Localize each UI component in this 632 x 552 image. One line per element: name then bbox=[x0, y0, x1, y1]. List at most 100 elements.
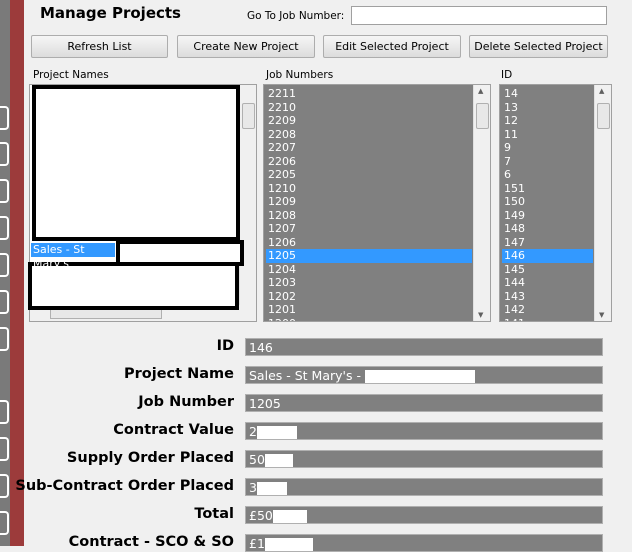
list-item[interactable]: 1207 bbox=[268, 222, 296, 235]
list-item[interactable]: 9 bbox=[504, 141, 511, 154]
refresh-button[interactable]: Refresh List bbox=[31, 35, 168, 58]
field-label: Project Name bbox=[124, 366, 234, 382]
job-list[interactable]: ▲ ▼ 2211 2210 2209 2208 2207 2206 2205 1210 1209 1… bbox=[263, 84, 491, 322]
list-item[interactable]: 150 bbox=[504, 195, 525, 208]
side-button[interactable] bbox=[0, 253, 9, 277]
field-value[interactable]: 146 bbox=[245, 338, 603, 356]
redaction bbox=[272, 510, 307, 523]
value-text: £1 bbox=[249, 536, 265, 551]
field-label: Job Number bbox=[138, 394, 234, 410]
list-item[interactable]: 13 bbox=[504, 100, 518, 114]
redaction bbox=[256, 482, 287, 495]
list-item[interactable]: 11 bbox=[504, 127, 518, 141]
accent-strip bbox=[10, 0, 24, 546]
side-button[interactable] bbox=[0, 511, 9, 535]
list-item[interactable]: 146 bbox=[502, 249, 593, 263]
value-text: 2 bbox=[249, 424, 257, 439]
id-list[interactable]: ▲ ▼ 14 13 12 11 9 7 6 151 150 149 148 147 146 145 144 14… bbox=[499, 84, 612, 322]
list-label: Project Names bbox=[33, 69, 109, 81]
redaction bbox=[264, 454, 293, 467]
field-value[interactable]: 3 bbox=[245, 478, 603, 496]
list-item[interactable]: 145 bbox=[504, 262, 525, 276]
side-button[interactable] bbox=[0, 106, 9, 130]
side-button[interactable] bbox=[0, 290, 9, 314]
field-label: Supply Order Placed bbox=[66, 450, 234, 466]
list-item[interactable]: 2211 bbox=[268, 87, 296, 100]
list-item[interactable]: 142 bbox=[504, 303, 525, 316]
list-item[interactable]: 1208 bbox=[268, 208, 296, 222]
field-value[interactable]: 2 bbox=[245, 422, 603, 440]
redaction bbox=[32, 85, 240, 241]
side-button[interactable] bbox=[0, 400, 9, 424]
list-item[interactable]: 2206 bbox=[268, 154, 296, 168]
redaction bbox=[256, 426, 297, 439]
goto-input[interactable] bbox=[351, 6, 607, 25]
list-item[interactable]: 147 bbox=[504, 235, 525, 249]
list-label: Job Numbers bbox=[266, 69, 334, 81]
value-text: £50 bbox=[249, 508, 273, 523]
list-item[interactable]: 1202 bbox=[268, 289, 296, 303]
scrollbar bbox=[239, 85, 256, 305]
list-item[interactable]: 151 bbox=[504, 181, 525, 195]
scrollbar: ▲ ▼ bbox=[594, 85, 611, 321]
title: Manage Projects bbox=[40, 4, 181, 22]
list-item[interactable]: 1205 bbox=[266, 249, 472, 263]
field-value[interactable]: £1 bbox=[245, 534, 603, 552]
list-label: ID bbox=[501, 69, 513, 81]
list-item[interactable]: 1209 bbox=[268, 195, 296, 208]
field-value[interactable]: £50 bbox=[245, 506, 603, 524]
list-item[interactable]: 141 bbox=[502, 317, 593, 322]
value-text: 1205 bbox=[249, 396, 281, 411]
side-button[interactable] bbox=[0, 437, 9, 461]
field-label: Total bbox=[194, 506, 234, 522]
list-item[interactable]: 2209 bbox=[268, 114, 296, 127]
list-item[interactable]: Sales - St Mary's bbox=[31, 243, 115, 270]
field-label: ID bbox=[216, 338, 234, 354]
field-value[interactable]: Sales - St Mary's - bbox=[245, 366, 603, 384]
value-text: 3 bbox=[249, 480, 257, 495]
list-item[interactable]: 1206 bbox=[268, 235, 296, 249]
field-label: Contract - SCO & SO bbox=[68, 534, 234, 550]
scroll-thumb bbox=[242, 103, 255, 129]
field-value[interactable]: 50 bbox=[245, 450, 603, 468]
list-item[interactable]: 1201 bbox=[268, 303, 296, 316]
field-label: Contract Value bbox=[113, 422, 234, 438]
list-item[interactable]: 2208 bbox=[268, 127, 296, 141]
list-item[interactable]: 14 bbox=[504, 87, 518, 100]
redaction bbox=[364, 370, 475, 383]
list-item[interactable]: 148 bbox=[504, 222, 525, 235]
side-button[interactable] bbox=[0, 216, 9, 240]
side-button[interactable] bbox=[0, 474, 9, 498]
edit-button[interactable]: Edit Selected Project bbox=[323, 35, 461, 58]
list-item[interactable]: 1204 bbox=[268, 262, 296, 276]
redaction bbox=[28, 262, 239, 310]
create-button[interactable]: Create New Project bbox=[177, 35, 315, 58]
list-item[interactable]: 6 bbox=[504, 168, 511, 181]
list-item[interactable]: 2210 bbox=[268, 100, 296, 114]
goto-label: Go To Job Number: bbox=[247, 10, 345, 22]
value-text: 146 bbox=[249, 340, 273, 355]
field-label: Sub-Contract Order Placed bbox=[15, 478, 234, 494]
field-value[interactable]: 1205 bbox=[245, 394, 603, 412]
list-item[interactable]: 7 bbox=[504, 154, 511, 168]
value-text: 50 bbox=[249, 452, 265, 467]
scrollbar: ▲ ▼ bbox=[473, 85, 490, 321]
side-button[interactable] bbox=[0, 179, 9, 203]
redaction bbox=[264, 538, 313, 551]
list-item[interactable]: 2205 bbox=[268, 168, 296, 181]
list-item[interactable]: 144 bbox=[504, 276, 525, 289]
list-item[interactable]: 1200 bbox=[266, 317, 472, 322]
list-item[interactable]: 1210 bbox=[268, 181, 296, 195]
side-button[interactable] bbox=[0, 327, 9, 351]
list-item[interactable]: 2207 bbox=[268, 141, 296, 154]
list-item[interactable]: 1203 bbox=[268, 276, 296, 289]
list-item[interactable]: 12 bbox=[504, 114, 518, 127]
scroll-thumb bbox=[597, 103, 610, 129]
delete-button[interactable]: Delete Selected Project bbox=[469, 35, 608, 58]
list-item[interactable]: 143 bbox=[504, 289, 525, 303]
scroll-thumb bbox=[476, 103, 489, 129]
value-text: Sales - St Mary's - bbox=[249, 368, 361, 383]
list-item[interactable]: 149 bbox=[504, 208, 525, 222]
side-button[interactable] bbox=[0, 142, 9, 166]
